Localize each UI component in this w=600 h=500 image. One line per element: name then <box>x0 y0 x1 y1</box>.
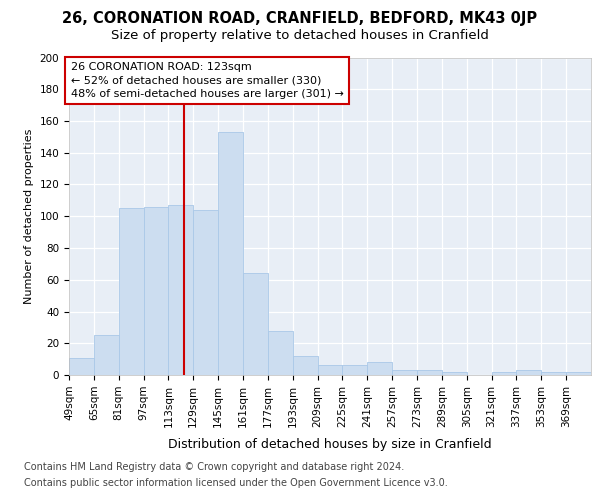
Bar <box>94 336 119 375</box>
Bar <box>69 358 94 375</box>
Bar <box>268 330 293 375</box>
Bar <box>293 356 317 375</box>
Bar <box>218 132 243 375</box>
Text: 26 CORONATION ROAD: 123sqm
← 52% of detached houses are smaller (330)
48% of sem: 26 CORONATION ROAD: 123sqm ← 52% of deta… <box>71 62 343 98</box>
Bar <box>417 370 442 375</box>
Bar <box>193 210 218 375</box>
Bar <box>517 370 541 375</box>
Text: Contains public sector information licensed under the Open Government Licence v3: Contains public sector information licen… <box>24 478 448 488</box>
Bar <box>317 366 343 375</box>
Bar <box>491 372 517 375</box>
Bar <box>143 206 169 375</box>
Bar <box>343 366 367 375</box>
Text: Contains HM Land Registry data © Crown copyright and database right 2024.: Contains HM Land Registry data © Crown c… <box>24 462 404 472</box>
Bar <box>392 370 417 375</box>
Bar <box>367 362 392 375</box>
Bar <box>541 372 566 375</box>
Bar <box>169 205 193 375</box>
Bar <box>243 274 268 375</box>
Y-axis label: Number of detached properties: Number of detached properties <box>24 128 34 304</box>
Bar <box>119 208 143 375</box>
Text: 26, CORONATION ROAD, CRANFIELD, BEDFORD, MK43 0JP: 26, CORONATION ROAD, CRANFIELD, BEDFORD,… <box>62 11 538 26</box>
X-axis label: Distribution of detached houses by size in Cranfield: Distribution of detached houses by size … <box>168 438 492 451</box>
Bar <box>442 372 467 375</box>
Bar <box>566 372 591 375</box>
Text: Size of property relative to detached houses in Cranfield: Size of property relative to detached ho… <box>111 28 489 42</box>
